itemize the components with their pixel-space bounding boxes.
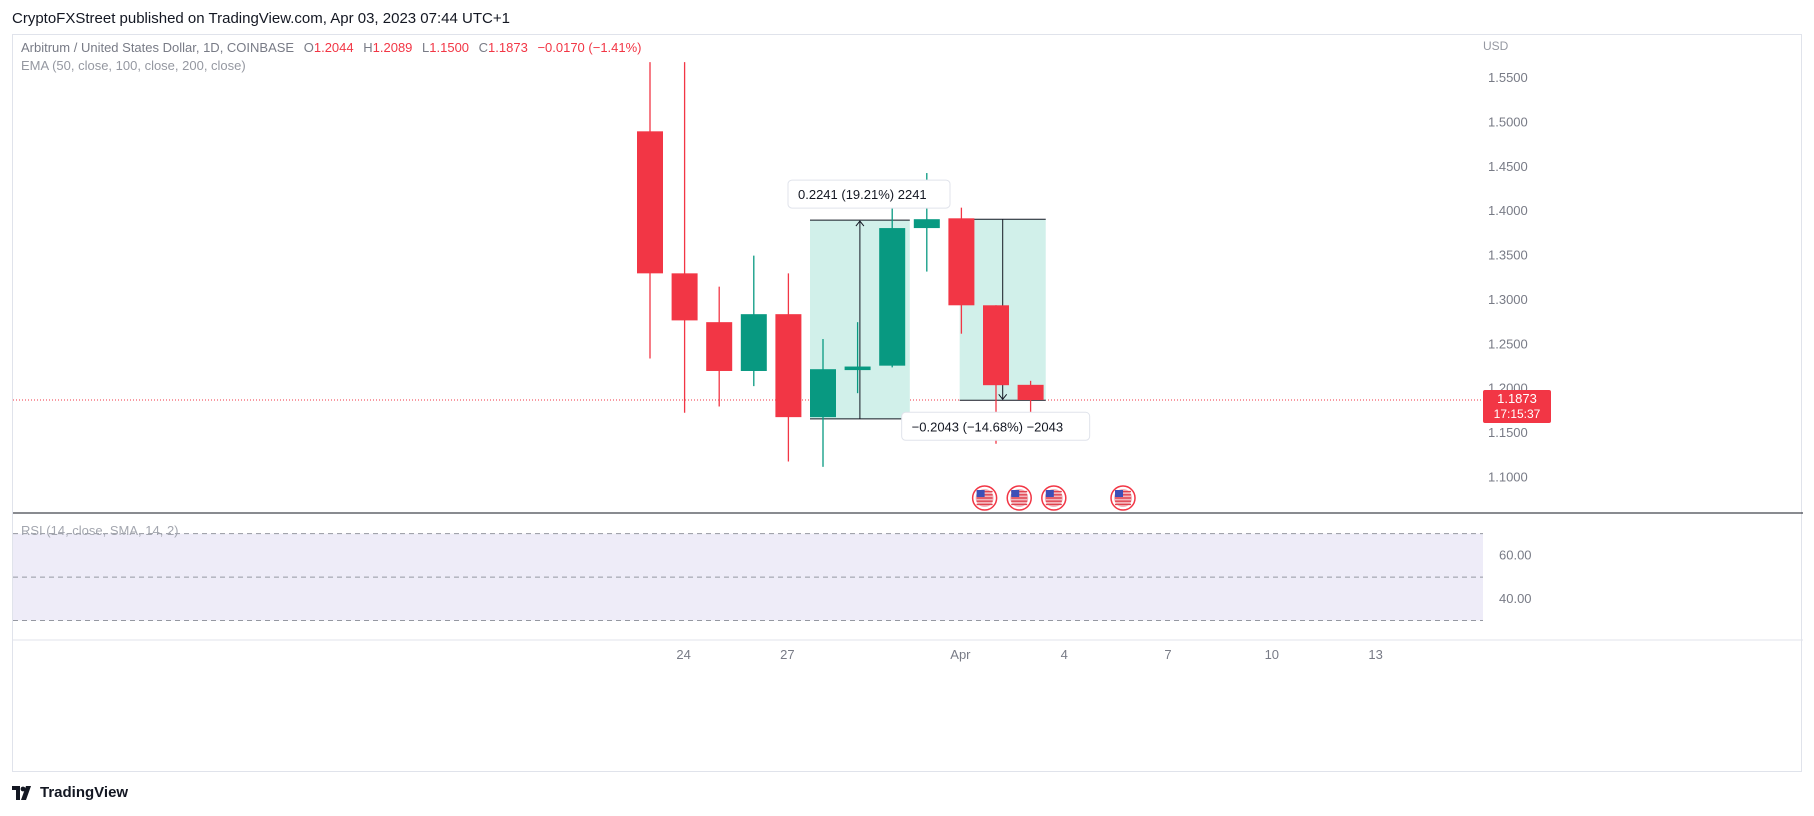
candle-body [775,314,802,418]
us-flag-event-icon[interactable] [1041,485,1067,511]
measure-down-label-text: −0.2043 (−14.68%) −2043 [912,419,1063,434]
legend-c-value: 1.1873 [488,40,528,55]
measure-down-label: −0.2043 (−14.68%) −2043 [901,411,1091,441]
measure-up-label: 0.2241 (19.21%) 2241 [787,179,951,209]
currency-label: USD [1483,39,1509,53]
candle-body [1017,384,1044,401]
candle [844,322,871,394]
rsi-tick-label: 60.00 [1499,547,1532,562]
rsi-label: RSI (14, close, SMA, 14, 2) [21,523,179,538]
candle-body [810,369,836,418]
x-tick-label: 13 [1368,647,1382,662]
svg-text:Arbitrum / United States Dolla: Arbitrum / United States Dollar, 1D, COI… [21,40,642,55]
candle [740,255,767,387]
candle-body [706,322,733,371]
candle [671,62,698,413]
price-chart[interactable]: 0.2241 (19.21%) 2241 −0.2043 (−14.68%) −2… [13,35,1803,773]
us-flag-event-icon[interactable] [1006,485,1032,511]
legend-ema: EMA (50, close, 100, close, 200, close) [21,58,246,73]
y-tick-label: 1.4500 [1488,159,1528,174]
y-tick-label: 1.5500 [1488,70,1528,85]
x-tick-label: 7 [1164,647,1171,662]
candle-body [671,273,698,321]
measure-up-label-box [787,179,951,209]
y-tick-label: 1.3000 [1488,292,1528,307]
candle [706,286,733,407]
candle [879,184,906,368]
legend-change: −0.0170 (−1.41%) [537,40,641,55]
legend-o-value: 1.2044 [314,40,354,55]
candle [637,62,663,359]
x-tick-label: 10 [1265,647,1279,662]
y-tick-label: 1.1000 [1488,469,1528,484]
candle-body [983,305,1009,386]
legend-h-value: 1.2089 [373,40,413,55]
tradingview-brand[interactable]: TradingView [12,784,128,801]
last-price-tag: 1.1873 17:15:37 [1483,390,1551,424]
candle [775,273,802,462]
measure-down-label-box [901,411,1091,441]
candle-body [913,219,940,229]
candle-body [637,131,663,274]
us-flag-event-icon[interactable] [971,485,998,511]
x-tick-label: 4 [1061,647,1068,662]
y-tick-label: 1.3500 [1488,248,1528,263]
us-flag-event-icon[interactable] [1110,485,1136,511]
legend-h-label: H [363,40,372,55]
publisher-header: CryptoFXStreet published on TradingView.… [12,10,510,27]
countdown-value: 17:15:37 [1494,407,1541,421]
measure-up-label-text: 0.2241 (19.21%) 2241 [798,187,927,202]
y-tick-label: 1.5000 [1488,114,1528,129]
legend-c-label: C [479,40,488,55]
candle-body [948,218,975,306]
y-tick-label: 1.4000 [1488,203,1528,218]
x-tick-label: Apr [950,647,971,662]
measure-down-arrowhead [998,393,1008,401]
last-price-value: 1.1873 [1497,391,1537,406]
candle-body [879,228,906,366]
candle-body [844,366,871,371]
measure-up-arrowhead [855,220,865,227]
x-tick-label: 27 [780,647,794,662]
legend-o-label: O [304,40,314,55]
candle [810,339,836,467]
legend-l-value: 1.1500 [429,40,469,55]
chart-frame: 0.2241 (19.21%) 2241 −0.2043 (−14.68%) −2… [12,34,1803,773]
tradingview-logo-icon [12,785,31,800]
x-tick-label: 24 [676,647,690,662]
candle-body [740,314,767,371]
brand-text: TradingView [40,784,129,801]
legend-symbol: Arbitrum / United States Dollar, 1D, COI… [21,40,294,55]
rsi-tick-label: 40.00 [1499,591,1532,606]
y-tick-label: 1.1500 [1488,425,1528,440]
y-tick-label: 1.2500 [1488,336,1528,351]
legend-l-label: L [422,40,429,55]
candle [948,207,975,334]
